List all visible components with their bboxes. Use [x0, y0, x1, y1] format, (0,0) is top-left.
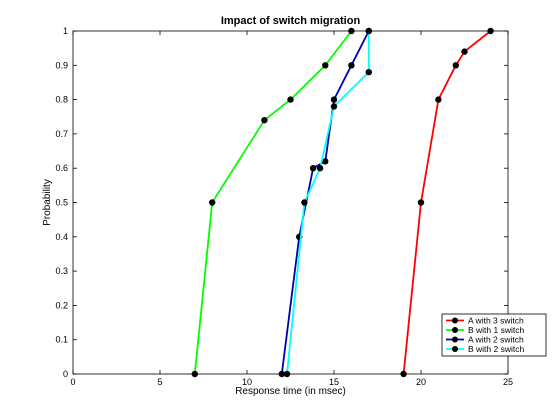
data-point-a-with-2-switch — [278, 370, 285, 378]
data-point-a-with-3-switch — [487, 27, 494, 35]
legend-label-b-with-1-switch: B with 1 switch — [468, 325, 524, 335]
data-point-a-with-3-switch — [461, 48, 468, 55]
data-point-b-with-1-switch — [322, 62, 329, 69]
legend-label-a-with-2-switch: A with 2 switch — [468, 335, 524, 345]
series-line-b-with-1-switch — [193, 30, 353, 375]
data-point-b-with-1-switch — [191, 370, 198, 378]
y-axis-label: Probability — [42, 179, 53, 226]
x-tick-label: 0 — [70, 377, 75, 387]
legend-marker-b-with-2-switch — [452, 346, 458, 352]
legend-marker-a-with-2-switch — [452, 336, 458, 343]
data-point-b-with-2-switch — [365, 27, 372, 35]
data-point-b-with-1-switch — [261, 116, 268, 124]
y-tick-label: 1 — [63, 26, 68, 36]
series-line-a-with-3-switch — [402, 30, 492, 375]
data-point-b-with-2-switch — [316, 165, 324, 172]
y-tick-label: 0.8 — [55, 95, 68, 105]
data-point-a-with-3-switch — [452, 62, 459, 69]
data-point-a-with-2-switch — [348, 62, 355, 69]
plot-area — [72, 30, 509, 375]
data-point-b-with-1-switch — [209, 199, 216, 206]
y-tick-label: 0.2 — [55, 300, 68, 310]
series-line-b-with-2-switch — [286, 31, 370, 375]
chart-title: Impact of switch migration — [221, 15, 361, 27]
y-tick-label: 0.7 — [55, 129, 68, 139]
series-layer — [191, 27, 494, 378]
data-point-b-with-2-switch — [301, 199, 308, 206]
y-tick-label: 0 — [63, 369, 68, 379]
legend-marker-a-with-3-switch — [452, 317, 458, 324]
data-point-b-with-1-switch — [287, 96, 294, 103]
y-tick-label: 0.9 — [55, 60, 68, 70]
data-point-a-with-3-switch — [400, 370, 407, 378]
data-point-b-with-2-switch — [283, 370, 291, 378]
data-point-b-with-2-switch — [330, 103, 338, 110]
legend-label-a-with-3-switch: A with 3 switch — [468, 316, 524, 326]
x-tick-label: 15 — [329, 377, 339, 387]
data-point-a-with-3-switch — [417, 199, 425, 206]
y-tick-label: 0.3 — [55, 266, 68, 276]
x-tick-label: 5 — [157, 377, 162, 387]
y-tick-label: 0.4 — [55, 232, 68, 242]
y-tick-label: 0.1 — [55, 335, 68, 345]
y-tick-label: 0.5 — [55, 198, 68, 208]
x-axis-label: Response time (in msec) — [235, 386, 346, 397]
x-tick-label: 20 — [416, 377, 426, 387]
y-axis: 0 0.1 0.2 0.3 0.4 0.5 0.6 0.7 0.8 0.9 1 — [55, 26, 508, 379]
y-tick-label: 0.6 — [55, 163, 68, 173]
data-point-a-with-2-switch — [309, 165, 317, 172]
x-axis: 0 5 10 15 20 25 — [70, 31, 513, 387]
x-tick-label: 10 — [242, 377, 252, 387]
data-point-a-with-2-switch — [330, 96, 338, 103]
legend-marker-b-with-1-switch — [452, 327, 458, 333]
legend-label-b-with-2-switch: B with 2 switch — [468, 344, 524, 354]
data-point-b-with-1-switch — [348, 27, 355, 35]
data-point-b-with-2-switch — [365, 68, 372, 76]
data-point-a-with-2-switch — [322, 158, 329, 165]
x-tick-label: 25 — [503, 377, 513, 387]
data-point-a-with-3-switch — [435, 96, 442, 103]
